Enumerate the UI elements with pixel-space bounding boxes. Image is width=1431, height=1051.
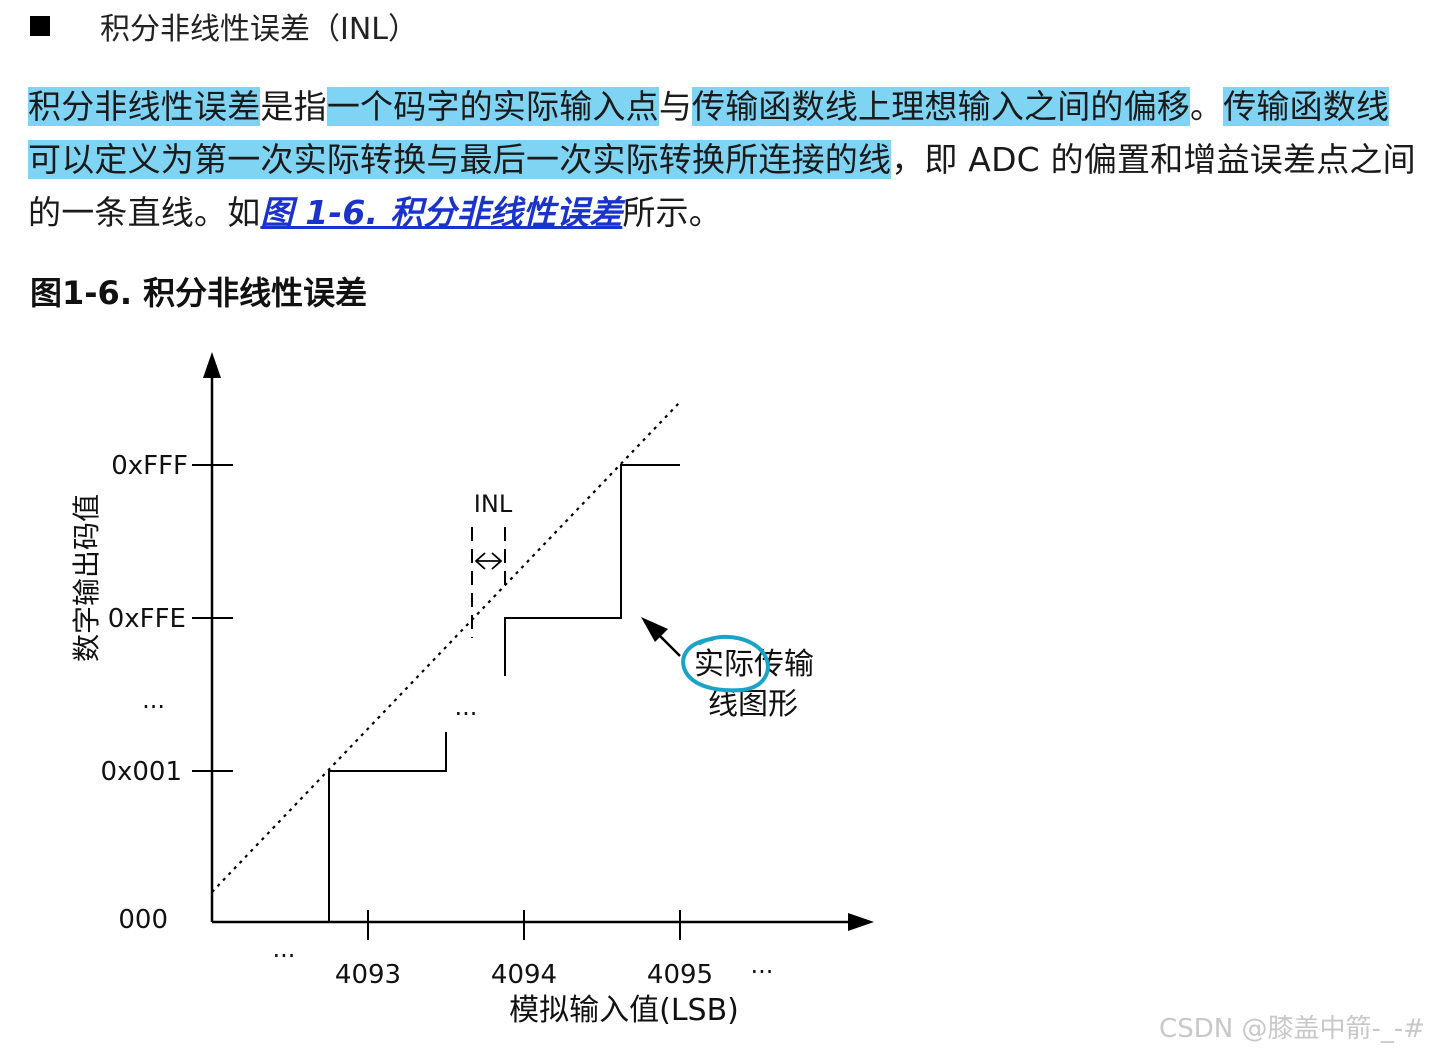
section-title: 积分非线性误差（INL）	[100, 12, 419, 47]
annotation-line-1: 实际传输	[694, 647, 814, 682]
inl-figure: 0xFFF 0xFFE ... 0x001 000 ... 4093 4094 …	[0, 330, 900, 1045]
figure-caption: 图1-6. 积分非线性误差	[30, 274, 368, 312]
x-axis-title: 模拟输入值(LSB)	[509, 993, 739, 1028]
y-tick-label-ffe: 0xFFE	[108, 604, 186, 634]
y-tick-label-fff: 0xFFF	[111, 451, 188, 481]
watermark: CSDN @膝盖中箭-_-#	[1159, 1014, 1425, 1044]
ideal-transfer-line	[211, 401, 681, 893]
annotation-line-2: 线图形	[708, 687, 798, 722]
para-seg-2: 是指	[260, 87, 327, 126]
x-axis-arrow-icon	[848, 913, 874, 931]
inl-diagram: 0xFFF 0xFFE ... 0x001 000 ... 4093 4094 …	[70, 352, 874, 1028]
para-seg-8: ，即 ADC 的偏置和增益误差点之间的一条直线。如	[28, 140, 1416, 232]
inl-label: INL	[474, 490, 513, 518]
inl-definition-paragraph: 积分非线性误差是指一个码字的实际输入点与传输函数线上理想输入之间的偏移。传输函数…	[28, 80, 1418, 239]
para-seg-5: 传输函数线上理想输入之间的偏移	[692, 87, 1191, 126]
para-seg-4: 与	[658, 87, 693, 126]
para-seg-6: 。	[1190, 87, 1224, 126]
x-tick-label-4095: 4095	[647, 960, 713, 990]
y-tick-label-000: 000	[118, 905, 168, 935]
annotation-arrow-head-icon	[641, 617, 668, 642]
square-bullet-icon	[30, 16, 50, 36]
para-seg-1: 积分非线性误差	[28, 87, 261, 126]
actual-staircase-upper	[504, 464, 680, 676]
mid-ellipsis: ...	[455, 693, 478, 721]
section-heading: 积分非线性误差（INL）	[30, 4, 418, 48]
x-tick-label-ellipsis-left: ...	[273, 935, 296, 963]
actual-staircase-lower	[328, 732, 447, 922]
inl-arrow-left-icon	[474, 552, 486, 570]
y-tick-label-ellipsis: ...	[142, 686, 165, 714]
para-seg-3: 一个码字的实际输入点	[326, 87, 659, 126]
figure-link[interactable]: 图 1-6. 积分非线性误差	[260, 193, 623, 232]
y-axis-title: 数字输出码值	[70, 494, 103, 662]
handdrawn-circle	[681, 634, 770, 693]
inl-arrow-right-icon	[491, 552, 503, 570]
x-tick-label-4093: 4093	[335, 960, 401, 990]
x-tick-label-4094: 4094	[491, 960, 557, 990]
y-axis-arrow-icon	[203, 352, 221, 378]
para-tail: 所示。	[622, 193, 722, 232]
y-tick-label-001: 0x001	[100, 757, 182, 787]
x-tick-label-ellipsis-right: ...	[751, 951, 774, 979]
